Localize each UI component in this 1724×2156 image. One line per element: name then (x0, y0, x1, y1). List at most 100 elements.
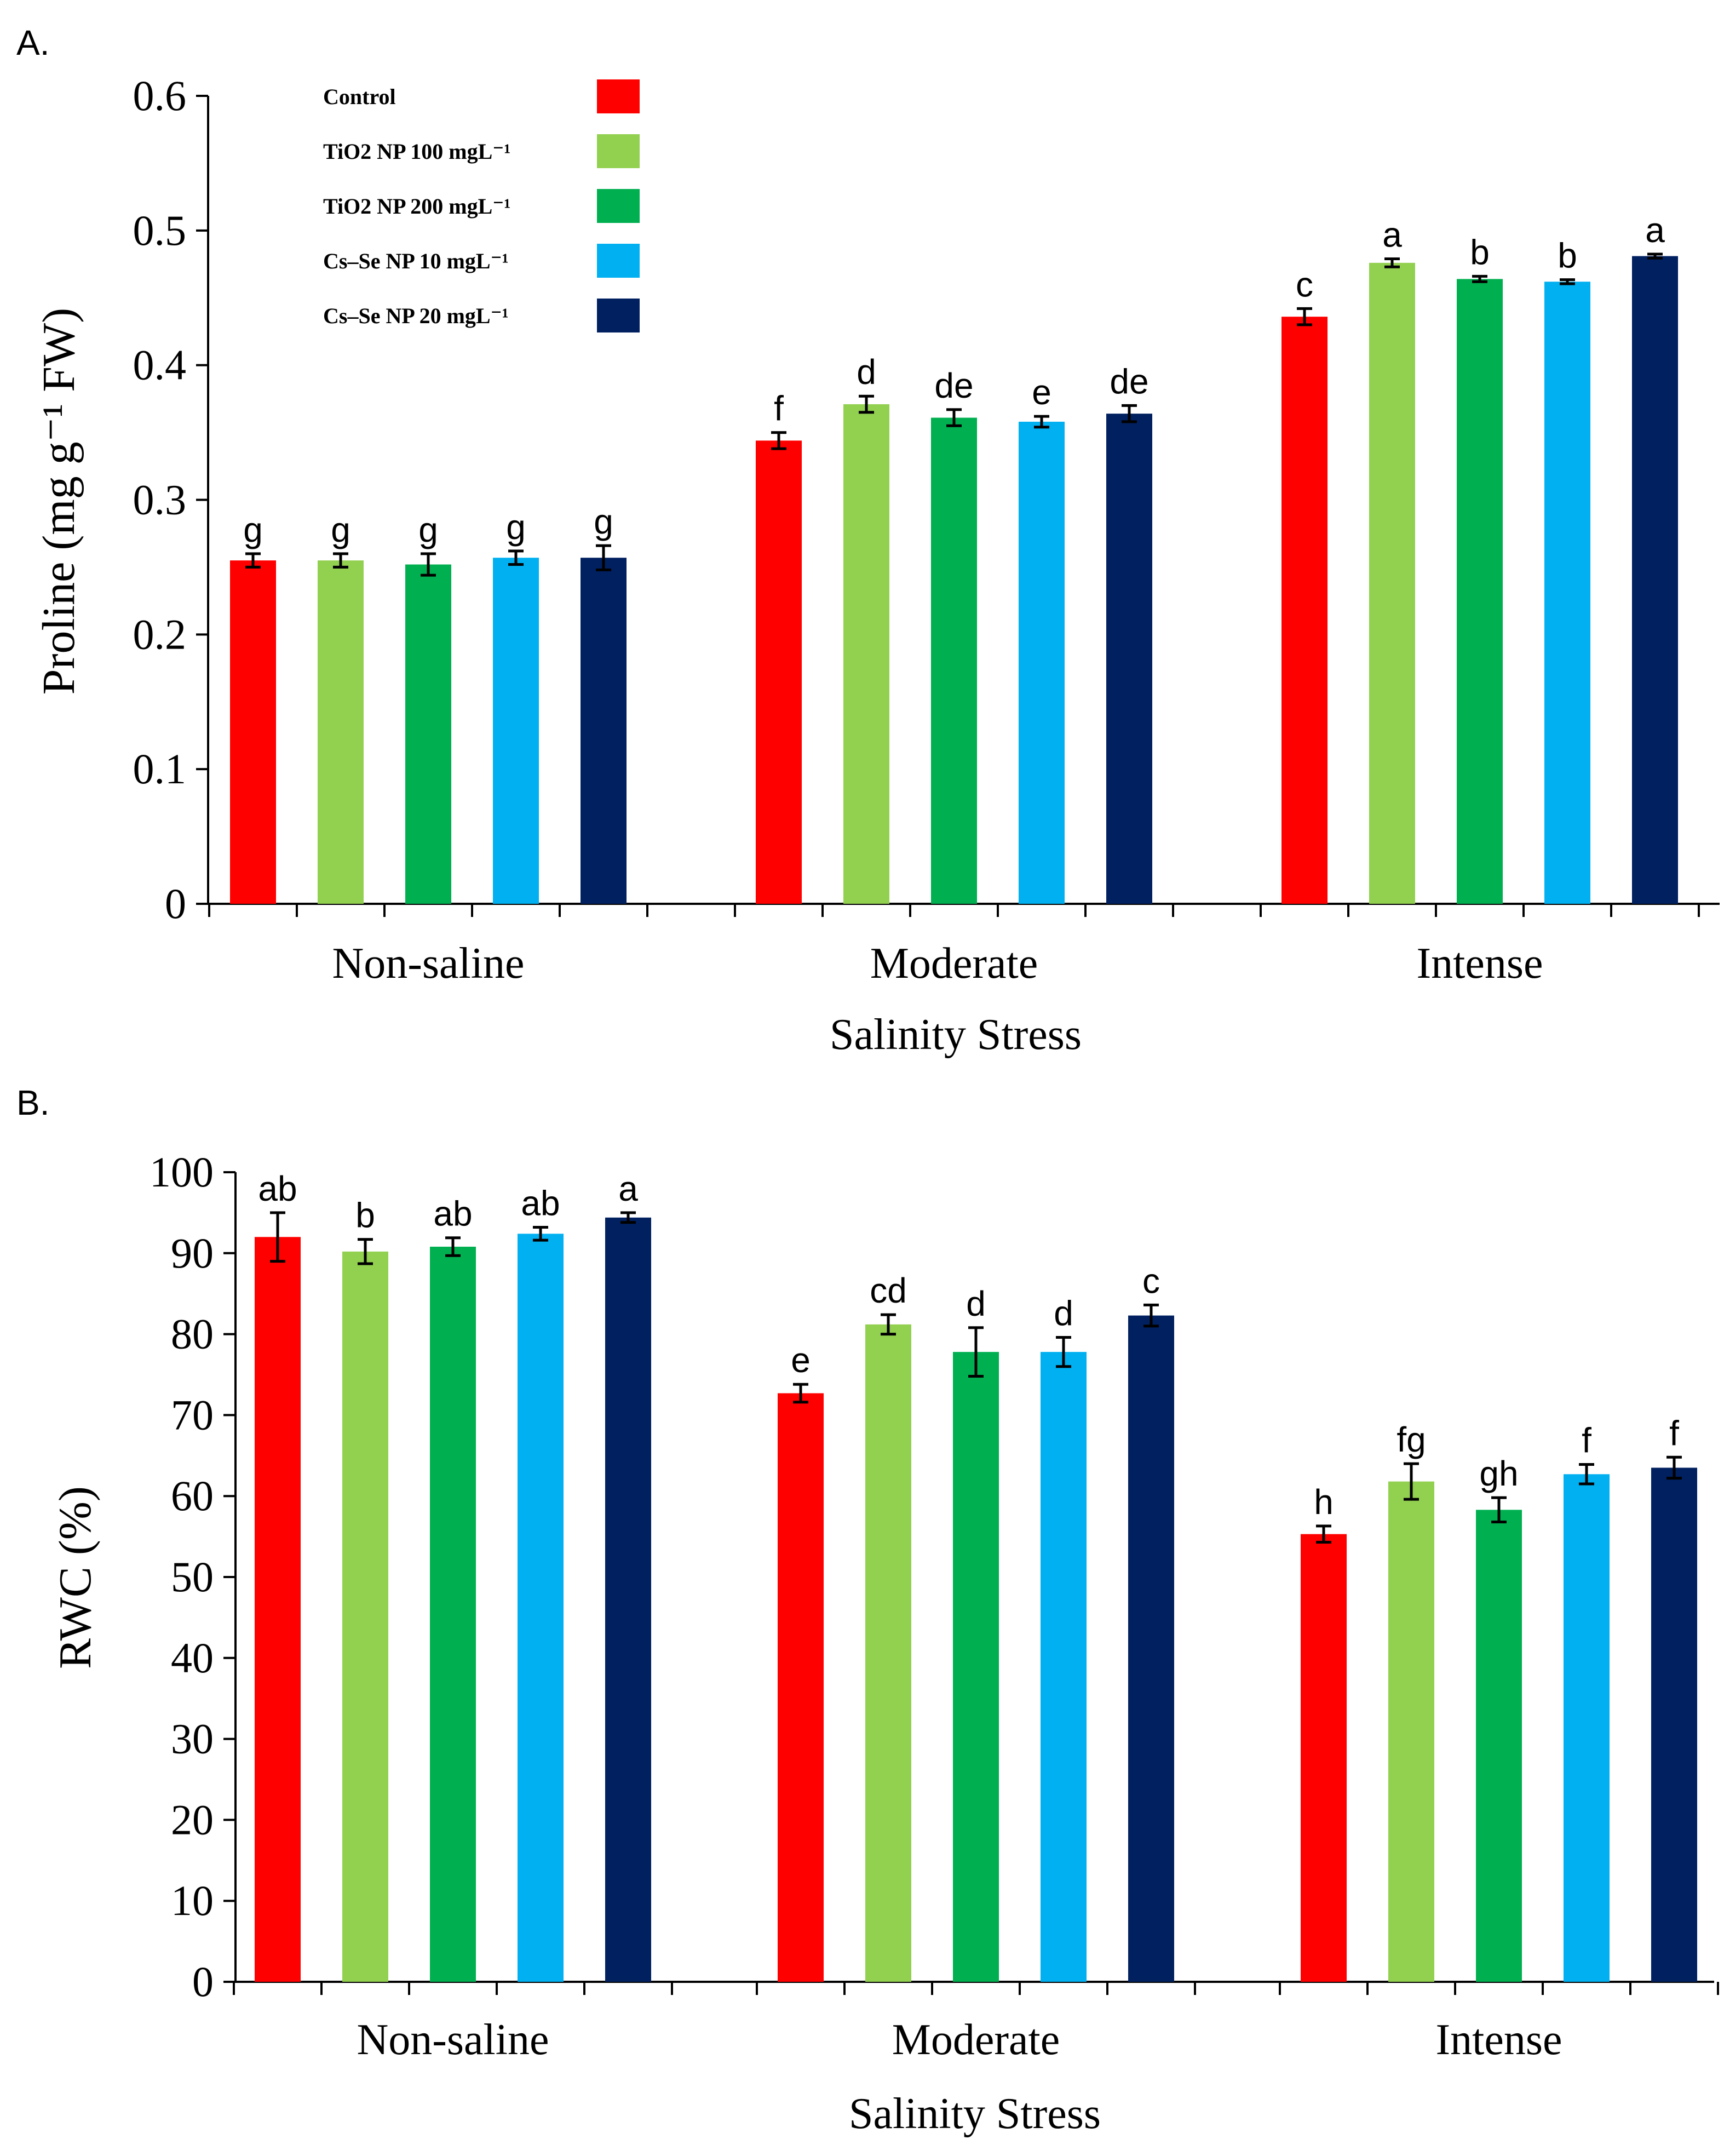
legend-label: Cs–Se NP 20 mgL⁻¹ (323, 303, 509, 328)
significance-letter: a (1645, 210, 1665, 250)
bar (1301, 1534, 1347, 1982)
legend-swatch (597, 79, 640, 113)
bar (1281, 317, 1328, 904)
y-axis-label-rwc: RWC (%) (50, 1486, 101, 1669)
bar (581, 558, 627, 904)
y-tick-label: 0.3 (133, 476, 187, 524)
significance-letter: ab (521, 1184, 560, 1223)
significance-letter: g (594, 502, 613, 541)
y-tick-label: 70 (171, 1391, 214, 1438)
y-tick-label: 0 (192, 1958, 214, 2005)
bar (843, 404, 889, 904)
significance-letter: e (1032, 372, 1051, 412)
legend-swatch (597, 244, 640, 278)
bar (1564, 1474, 1610, 1982)
x-category-label: Moderate (870, 939, 1038, 988)
bar (1369, 262, 1415, 904)
bar (255, 1237, 301, 1982)
significance-letter: d (857, 352, 876, 392)
significance-letter: f (1669, 1413, 1679, 1453)
x-category-label: Non-saline (332, 939, 524, 988)
significance-letter: f (774, 389, 784, 428)
y-tick-label: 10 (171, 1877, 214, 1924)
legend-label: TiO2 NP 100 mgL⁻¹ (323, 139, 510, 164)
legend-swatch (597, 134, 640, 168)
significance-letter: c (1142, 1261, 1160, 1300)
bar (931, 417, 977, 904)
panel-label-b: B. (16, 1083, 49, 1122)
bar (756, 440, 802, 904)
axes-a: 0 0.1 0.2 0.3 0.4 0.5 0.6 Non-saline Moderate Int… (133, 72, 1720, 988)
significance-letter: g (331, 510, 350, 549)
significance-letter: b (1558, 236, 1577, 276)
bar (518, 1234, 564, 1982)
legend-label: TiO2 NP 200 mgL⁻¹ (323, 194, 510, 219)
x-category-label: Intense (1416, 939, 1543, 988)
bar (1106, 414, 1152, 904)
significance-letter: cd (870, 1271, 907, 1310)
y-tick-label: 40 (171, 1634, 214, 1682)
y-tick-label: 0.1 (133, 745, 187, 793)
y-tick-label: 50 (171, 1553, 214, 1601)
significance-letter: gh (1479, 1454, 1518, 1493)
x-axis-title-b: Salinity Stress (849, 2090, 1101, 2138)
significance-letter: c (1296, 265, 1313, 304)
significance-letter: h (1314, 1482, 1334, 1522)
significance-letter: fg (1397, 1420, 1426, 1459)
bar (1544, 282, 1590, 904)
bar (318, 560, 364, 904)
x-axis-title-a: Salinity Stress (830, 1011, 1082, 1059)
y-tick-label: 0.6 (133, 72, 187, 119)
significance-letter: d (1054, 1294, 1073, 1333)
bar (1128, 1315, 1174, 1982)
bar (865, 1324, 911, 1982)
bar (1457, 279, 1503, 904)
significance-letter: a (618, 1169, 638, 1208)
legend-swatch (597, 299, 640, 332)
panel-a-proline-chart: A. Proline (mg g⁻¹ FW) 00.10.20.30.40.50… (16, 23, 1720, 1059)
y-tick-label: 0.5 (133, 207, 187, 254)
y-axis-label-proline: Proline (mg g⁻¹ FW) (33, 308, 84, 695)
bar (605, 1217, 651, 1982)
x-category-label: Moderate (892, 2016, 1060, 2064)
y-tick-label: 0.4 (133, 341, 187, 389)
bar (1632, 256, 1678, 904)
significance-letter: ab (433, 1194, 472, 1234)
bar (230, 560, 276, 904)
panel-b-rwc-chart: B. RWC (%) 0 10 20 30 40 50 60 70 80 90 100 Non-sal… (16, 1083, 1719, 2138)
y-tick-label: 80 (171, 1310, 214, 1358)
significance-letter: de (934, 366, 973, 405)
y-tick-label: 100 (150, 1148, 214, 1196)
significance-letter: ab (258, 1169, 297, 1208)
bar (778, 1393, 824, 1982)
y-tick-label: 90 (171, 1229, 214, 1277)
y-tick-label: 20 (171, 1796, 214, 1843)
legend-label: Control (323, 84, 396, 109)
significance-letter: a (1382, 215, 1402, 254)
significance-letter: b (355, 1196, 375, 1235)
significance-letter: g (506, 507, 526, 547)
axes-b: 0 10 20 30 40 50 60 70 80 90 100 Non-saline Moderate… (150, 1148, 1719, 2064)
legend-swatch (597, 189, 640, 223)
y-tick-label: 60 (171, 1472, 214, 1519)
significance-letter: g (243, 510, 263, 549)
bar (1041, 1352, 1087, 1982)
significance-letter: b (1470, 232, 1490, 272)
bar (1388, 1481, 1434, 1982)
significance-letter: d (966, 1284, 986, 1323)
bar (405, 564, 451, 904)
x-category-label: Intense (1435, 2016, 1562, 2064)
bar (1476, 1510, 1522, 1982)
y-tick-label: 0.2 (133, 610, 187, 658)
panel-label-a: A. (16, 23, 49, 62)
significance-letter: f (1582, 1421, 1591, 1460)
bar (342, 1251, 388, 1982)
bar (953, 1352, 999, 1982)
y-tick-label: 30 (171, 1715, 214, 1763)
bars-b: ab e h b cd fg ab d gh ab d f a c f (255, 1169, 1697, 1982)
bars-a: g f c g d a g de b g e b g de a (230, 210, 1678, 904)
legend-label: Cs–Se NP 10 mgL⁻¹ (323, 249, 509, 273)
y-axis-label-text: Proline (mg g⁻¹ FW) (33, 308, 84, 695)
bar (1651, 1467, 1697, 1982)
